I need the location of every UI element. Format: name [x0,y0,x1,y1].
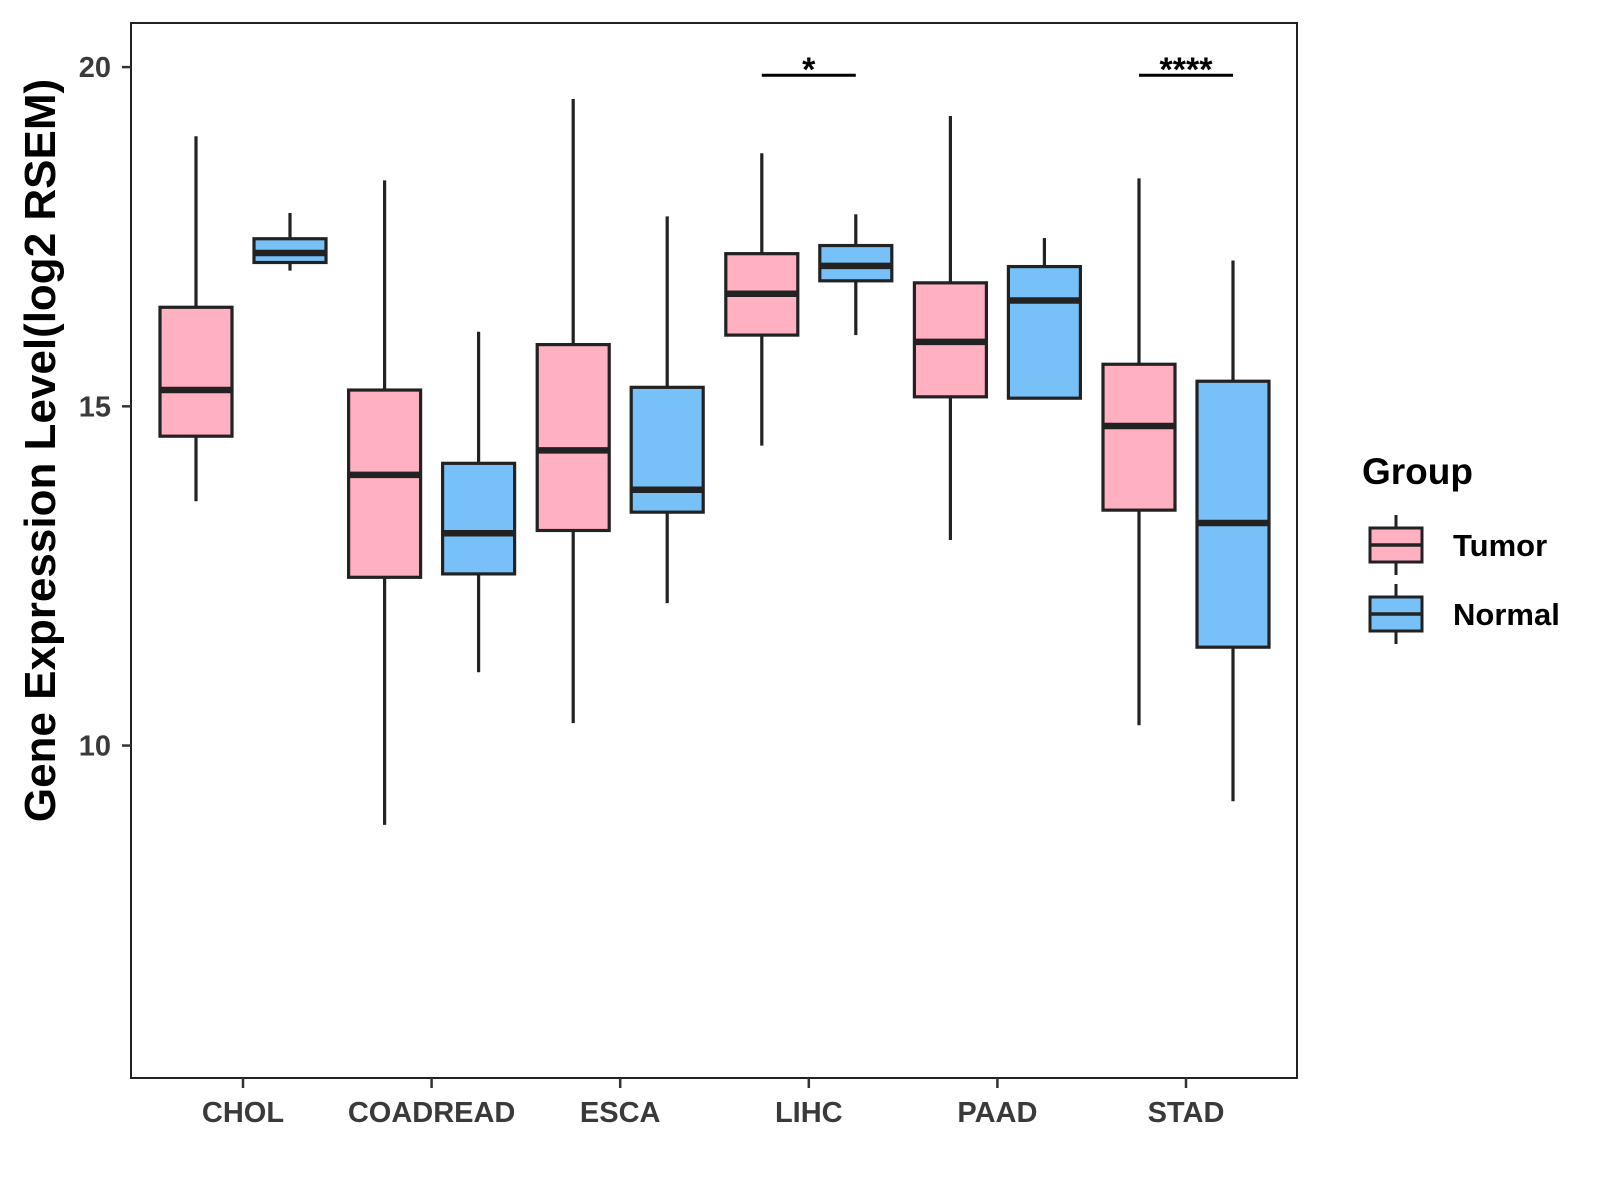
panel-border [130,22,1298,1079]
significance-layer: * **** [761,51,1233,89]
box-body [629,385,705,514]
significance-stad: **** [1139,51,1233,89]
box-body [535,342,611,533]
box-normal-stad [1195,260,1271,802]
legend-title: Group [1362,451,1473,492]
y-tick-label: 20 [79,52,111,84]
axes-layer: 10 15 20 CHOL COADREAD ESCA LIHC PAAD STAD Gene E… [16,22,1298,1129]
box-tumor-chol [158,136,234,502]
box-body [1006,264,1083,400]
plot-background [131,23,1297,1078]
x-tick-label: ESCA [580,1097,661,1129]
box-tumor-stad [1101,178,1177,726]
y-tick-label: 15 [79,391,111,423]
x-tick-label: PAAD [957,1097,1037,1129]
box-series-layer [158,98,1271,825]
legend-entry-normal: Normal [1368,584,1560,644]
legend-entry-tumor: Tumor [1368,515,1547,575]
box-body [347,388,423,579]
box-tumor-coadread [347,180,423,825]
y-axis-title: Gene Expression Level(log2 RSEM) [16,79,65,822]
x-tick-label: STAD [1148,1097,1225,1129]
box-normal-lihc [818,214,894,336]
box-body [158,305,234,438]
legend-label: Tumor [1453,528,1547,563]
legend-label: Normal [1453,597,1560,632]
box-tumor-paad [912,115,989,540]
significance-label: **** [1160,51,1214,89]
box-body [1195,379,1271,649]
box-tumor-esca [535,98,611,724]
box-normal-coadread [441,331,517,673]
box-normal-chol [252,212,328,271]
box-body [441,461,517,576]
legend: Group Tumor Normal [1362,451,1560,644]
significance-lihc: * [761,51,856,89]
plot-panel [131,23,1297,1078]
box-normal-esca [629,216,705,604]
y-tick-label: 10 [79,731,111,763]
x-tick-label: CHOL [202,1097,284,1129]
x-tick-label: LIHC [775,1097,843,1129]
box-body [1101,362,1177,512]
significance-label: * [802,51,816,89]
box-normal-paad [1006,238,1083,400]
x-tick-label: COADREAD [348,1097,516,1129]
box-tumor-lihc [724,153,800,446]
